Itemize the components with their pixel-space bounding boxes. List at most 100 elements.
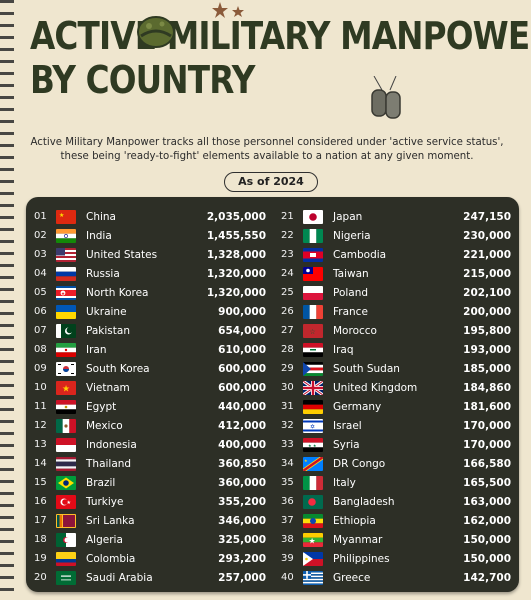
rank-number: 28 xyxy=(281,344,294,355)
country-name: Japan xyxy=(333,210,363,223)
syria-flag-icon: ★ ★ xyxy=(303,437,323,452)
rank-number: 08 xyxy=(34,344,47,355)
pakistan-flag-icon xyxy=(56,323,76,338)
ranking-column-right: 21 Japan 247,150 22 Nigeria 230,000 23 Cambodia… xyxy=(281,207,511,587)
rank-number: 30 xyxy=(281,382,294,393)
russia-flag-icon xyxy=(56,266,76,281)
manpower-value: 163,000 xyxy=(463,495,511,508)
country-row: 34 ★ DR Congo 166,580 xyxy=(281,454,511,473)
country-row: 01 ★ China 2,035,000 xyxy=(34,207,266,226)
country-name: South Korea xyxy=(86,362,150,375)
country-name: Sri Lanka xyxy=(86,514,135,527)
rank-number: 38 xyxy=(281,534,294,545)
rank-number: 22 xyxy=(281,230,294,241)
rank-number: 33 xyxy=(281,439,294,450)
rank-number: 20 xyxy=(34,572,47,583)
rank-number: 05 xyxy=(34,287,47,298)
manpower-value: 440,000 xyxy=(218,400,266,413)
saudi-flag-icon xyxy=(56,570,76,585)
country-name: Egypt xyxy=(86,400,117,413)
country-name: Israel xyxy=(333,419,362,432)
manpower-value: 215,000 xyxy=(463,267,511,280)
manpower-value: 181,600 xyxy=(463,400,511,413)
title-line-2: By Country xyxy=(30,58,255,102)
rank-number: 24 xyxy=(281,268,294,279)
country-name: Greece xyxy=(333,571,371,584)
country-row: 26 France 200,000 xyxy=(281,302,511,321)
country-row: 15 Brazil 360,000 xyxy=(34,473,266,492)
country-row: 37 Ethiopia 162,000 xyxy=(281,511,511,530)
manpower-value: 150,000 xyxy=(463,552,511,565)
country-row: 40 Greece 142,700 xyxy=(281,568,511,587)
rank-number: 26 xyxy=(281,306,294,317)
country-name: Cambodia xyxy=(333,248,387,261)
country-name: Iran xyxy=(86,343,107,356)
manpower-value: 346,000 xyxy=(218,514,266,527)
manpower-value: 193,000 xyxy=(463,343,511,356)
mexico-flag-icon xyxy=(56,418,76,433)
ranking-column-left: 01 ★ China 2,035,000 02 India 1,455,550 03 Unite… xyxy=(34,207,266,587)
country-row: 16 ★ Turkiye 355,200 xyxy=(34,492,266,511)
country-row: 22 Nigeria 230,000 xyxy=(281,226,511,245)
country-name: France xyxy=(333,305,368,318)
rank-number: 01 xyxy=(34,211,47,222)
manpower-value: 412,000 xyxy=(218,419,266,432)
manpower-value: 293,200 xyxy=(218,552,266,565)
country-name: Turkiye xyxy=(86,495,124,508)
country-row: 28 Iraq 193,000 xyxy=(281,340,511,359)
rank-number: 39 xyxy=(281,553,294,564)
vietnam-flag-icon: ★ xyxy=(56,380,76,395)
rank-number: 34 xyxy=(281,458,294,469)
manpower-value: 162,000 xyxy=(463,514,511,527)
country-name: Iraq xyxy=(333,343,354,356)
notebook-binding xyxy=(0,0,14,600)
manpower-value: 170,000 xyxy=(463,419,511,432)
country-name: Syria xyxy=(333,438,360,451)
philippines-flag-icon xyxy=(303,551,323,566)
country-row: 13 Indonesia 400,000 xyxy=(34,435,266,454)
country-row: 07 Pakistan 654,000 xyxy=(34,321,266,340)
country-name: United Kingdom xyxy=(333,381,418,394)
country-row: 10 ★ Vietnam 600,000 xyxy=(34,378,266,397)
dog-tags-icon xyxy=(371,76,401,119)
rank-number: 25 xyxy=(281,287,294,298)
rank-number: 07 xyxy=(34,325,47,336)
country-name: Colombia xyxy=(86,552,136,565)
manpower-value: 400,000 xyxy=(218,438,266,451)
country-name: Bangladesh xyxy=(333,495,395,508)
rank-number: 17 xyxy=(34,515,47,526)
country-name: Italy xyxy=(333,476,356,489)
morocco-flag-icon: ☆ xyxy=(303,323,323,338)
country-row: 30 United Kingdom 184,860 xyxy=(281,378,511,397)
country-name: Nigeria xyxy=(333,229,371,242)
country-name: Vietnam xyxy=(86,381,130,394)
svg-text:★: ★ xyxy=(309,536,316,545)
nigeria-flag-icon xyxy=(303,228,323,243)
rank-number: 40 xyxy=(281,572,294,583)
skorea-flag-icon xyxy=(56,361,76,376)
country-row: 21 Japan 247,150 xyxy=(281,207,511,226)
usa-flag-icon xyxy=(56,247,76,262)
algeria-flag-icon xyxy=(56,532,76,547)
country-row: 05 ★ North Korea 1,320,000 xyxy=(34,283,266,302)
manpower-value: 247,150 xyxy=(463,210,511,223)
country-name: Pakistan xyxy=(86,324,130,337)
country-row: 09 South Korea 600,000 xyxy=(34,359,266,378)
manpower-value: 202,100 xyxy=(463,286,511,299)
brazil-flag-icon xyxy=(56,475,76,490)
srilanka-flag-icon xyxy=(56,513,76,528)
rank-number: 04 xyxy=(34,268,47,279)
country-name: Mexico xyxy=(86,419,123,432)
country-name: Taiwan xyxy=(333,267,369,280)
france-flag-icon xyxy=(303,304,323,319)
manpower-value: 610,000 xyxy=(218,343,266,356)
rank-number: 37 xyxy=(281,515,294,526)
stars-icon xyxy=(212,2,244,18)
country-row: 18 Algeria 325,000 xyxy=(34,530,266,549)
manpower-value: 230,000 xyxy=(463,229,511,242)
rank-number: 18 xyxy=(34,534,47,545)
country-row: 17 Sri Lanka 346,000 xyxy=(34,511,266,530)
country-name: Thailand xyxy=(86,457,132,470)
rank-number: 09 xyxy=(34,363,47,374)
svg-text:☆: ☆ xyxy=(310,328,316,336)
